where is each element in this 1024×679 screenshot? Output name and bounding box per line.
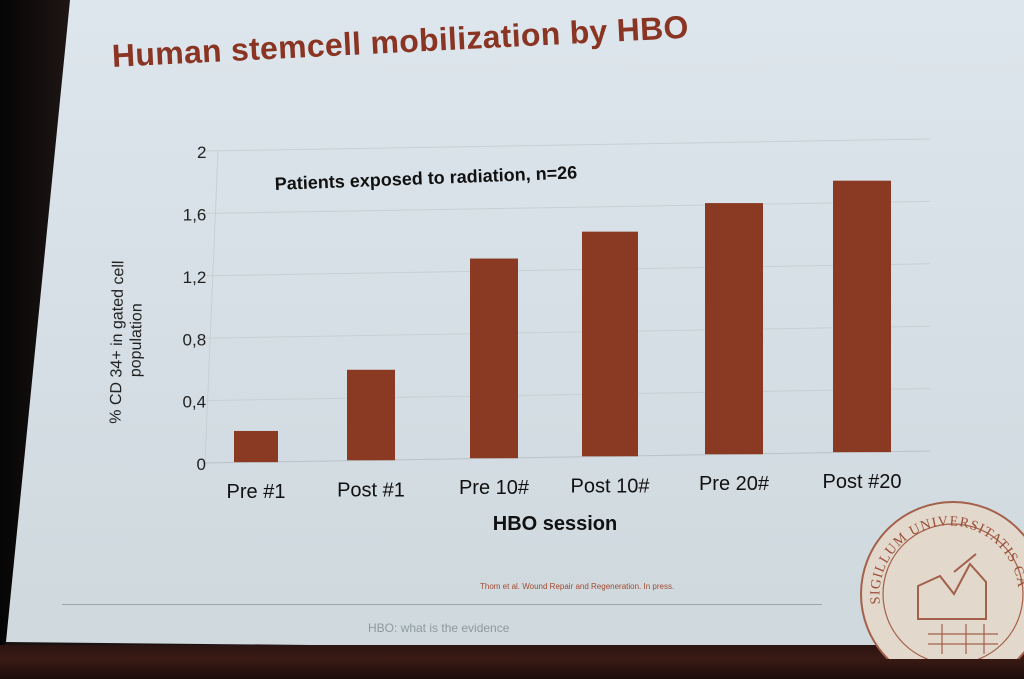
bar xyxy=(234,430,278,463)
x-tick-label: Post 10# xyxy=(571,475,651,497)
chart-grid xyxy=(204,138,931,464)
x-tick-label: Post #20 xyxy=(823,471,902,493)
x-tick-label: Pre #1 xyxy=(227,481,286,503)
x-axis-label: HBO session xyxy=(493,513,617,535)
citation: Thom et al. Wound Repair and Regeneratio… xyxy=(480,582,675,591)
gridline xyxy=(204,388,931,402)
slide-footer: HBO: what is the evidence xyxy=(368,621,510,635)
y-tick-labels: 0 0,4 0,8 1,2 1,6 2 xyxy=(182,143,206,474)
gridline xyxy=(204,450,931,464)
room-bottom-edge xyxy=(0,645,1024,679)
y-tick-label: 0 xyxy=(197,455,206,474)
y-tick-label: 1,6 xyxy=(183,205,207,224)
y-tick-label: 2 xyxy=(197,143,206,162)
y-axis-line xyxy=(204,150,219,464)
gridline xyxy=(204,200,931,214)
chart-bars xyxy=(234,180,891,463)
bar xyxy=(470,258,518,459)
bar xyxy=(582,231,638,457)
gridline xyxy=(204,138,931,152)
y-tick-label: 0,4 xyxy=(182,393,206,412)
gridline xyxy=(204,263,931,277)
x-tick-label: Pre 10# xyxy=(459,477,530,499)
x-tick-labels: Pre #1 Post #1 Pre 10# Post 10# Pre 20# Post … xyxy=(227,471,902,503)
y-tick-label: 1,2 xyxy=(183,268,207,287)
x-tick-label: Pre 20# xyxy=(699,473,770,495)
x-tick-label: Post #1 xyxy=(337,479,405,501)
bar xyxy=(347,369,395,461)
bar xyxy=(705,203,763,455)
university-seal: SIGILLUM UNIVERSITATIS CAROLINAE AD VTRV… xyxy=(851,483,1024,679)
footer-divider xyxy=(62,604,822,605)
bar xyxy=(833,180,891,453)
y-axis-label: % CD 34+ in gated cell population xyxy=(108,256,147,424)
gridline xyxy=(204,325,931,339)
chart-title: Patients exposed to radiation, n=26 xyxy=(274,162,577,194)
y-tick-label: 0,8 xyxy=(183,330,207,349)
